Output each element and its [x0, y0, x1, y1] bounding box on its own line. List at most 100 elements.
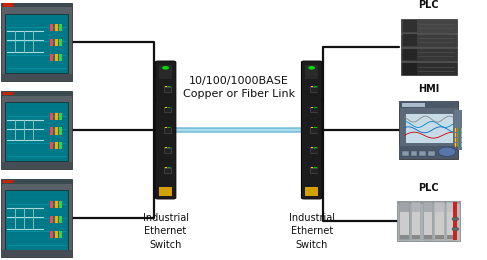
Bar: [403, 49, 417, 60]
Circle shape: [452, 217, 459, 221]
Bar: [164, 107, 172, 113]
Bar: [459, 143, 460, 147]
Bar: [159, 187, 172, 196]
FancyBboxPatch shape: [155, 61, 176, 199]
Bar: [311, 128, 318, 133]
Bar: [411, 202, 421, 240]
Bar: [55, 142, 57, 149]
Bar: [1, 3, 72, 7]
Bar: [310, 107, 318, 113]
Bar: [165, 127, 167, 128]
Bar: [305, 187, 318, 196]
Bar: [314, 86, 317, 87]
Bar: [59, 54, 62, 61]
Bar: [311, 86, 313, 87]
Bar: [428, 151, 435, 156]
Bar: [403, 20, 417, 32]
Bar: [311, 167, 313, 168]
Bar: [399, 202, 410, 240]
Bar: [403, 34, 417, 46]
Bar: [455, 143, 456, 147]
Bar: [164, 127, 172, 134]
Bar: [311, 108, 318, 112]
Bar: [165, 108, 171, 112]
Bar: [165, 128, 171, 133]
Bar: [311, 147, 313, 148]
Bar: [50, 24, 53, 31]
Bar: [400, 19, 457, 32]
Bar: [59, 142, 62, 149]
Bar: [165, 169, 171, 173]
Bar: [165, 107, 167, 108]
Text: 10/100/1000BASE
Copper or Fiber Link: 10/100/1000BASE Copper or Fiber Link: [183, 76, 295, 99]
Bar: [403, 63, 417, 75]
Bar: [59, 201, 62, 208]
Bar: [165, 147, 167, 148]
Bar: [55, 113, 57, 120]
Bar: [2, 92, 13, 95]
Bar: [164, 147, 172, 154]
Bar: [1, 179, 72, 257]
Bar: [310, 147, 318, 154]
Bar: [1, 74, 72, 81]
Bar: [59, 231, 62, 238]
Bar: [164, 86, 172, 93]
Bar: [412, 235, 420, 239]
Bar: [457, 133, 458, 137]
Bar: [455, 138, 456, 142]
Bar: [55, 216, 57, 223]
Bar: [446, 202, 456, 240]
Bar: [402, 151, 409, 156]
Bar: [165, 88, 171, 92]
Bar: [455, 128, 456, 132]
Bar: [447, 235, 455, 239]
Circle shape: [308, 66, 315, 70]
Bar: [434, 202, 445, 240]
Bar: [310, 86, 318, 93]
Bar: [424, 235, 432, 239]
Bar: [165, 149, 171, 153]
Bar: [1, 91, 72, 96]
Circle shape: [452, 227, 459, 231]
Bar: [435, 212, 444, 236]
Bar: [1, 179, 72, 184]
Bar: [5, 14, 68, 73]
Bar: [165, 86, 167, 87]
Bar: [59, 127, 62, 134]
Bar: [400, 212, 409, 236]
Bar: [50, 39, 53, 46]
Bar: [454, 110, 462, 150]
Bar: [435, 235, 444, 239]
Bar: [59, 39, 62, 46]
Text: PLC: PLC: [418, 1, 439, 10]
Bar: [168, 167, 170, 168]
Bar: [305, 65, 318, 79]
Bar: [159, 65, 172, 79]
Bar: [405, 113, 452, 142]
Bar: [1, 3, 72, 81]
Bar: [400, 48, 457, 61]
Bar: [397, 201, 460, 204]
Bar: [1, 250, 72, 257]
Bar: [168, 147, 170, 148]
Bar: [457, 143, 458, 147]
Bar: [399, 101, 458, 159]
Text: Industrial
Ethernet
Switch: Industrial Ethernet Switch: [143, 213, 188, 250]
Bar: [55, 54, 57, 61]
Bar: [400, 235, 409, 239]
Bar: [453, 202, 457, 240]
Bar: [411, 151, 417, 156]
Bar: [461, 128, 462, 132]
Bar: [50, 201, 53, 208]
Bar: [50, 231, 53, 238]
Bar: [168, 86, 170, 87]
Bar: [311, 149, 318, 153]
Bar: [50, 113, 53, 120]
Bar: [314, 147, 317, 148]
Bar: [310, 127, 318, 134]
Bar: [311, 88, 318, 92]
Text: Industrial
Ethernet
Switch: Industrial Ethernet Switch: [289, 213, 335, 250]
Bar: [1, 162, 72, 169]
Bar: [168, 127, 170, 128]
Bar: [59, 113, 62, 120]
